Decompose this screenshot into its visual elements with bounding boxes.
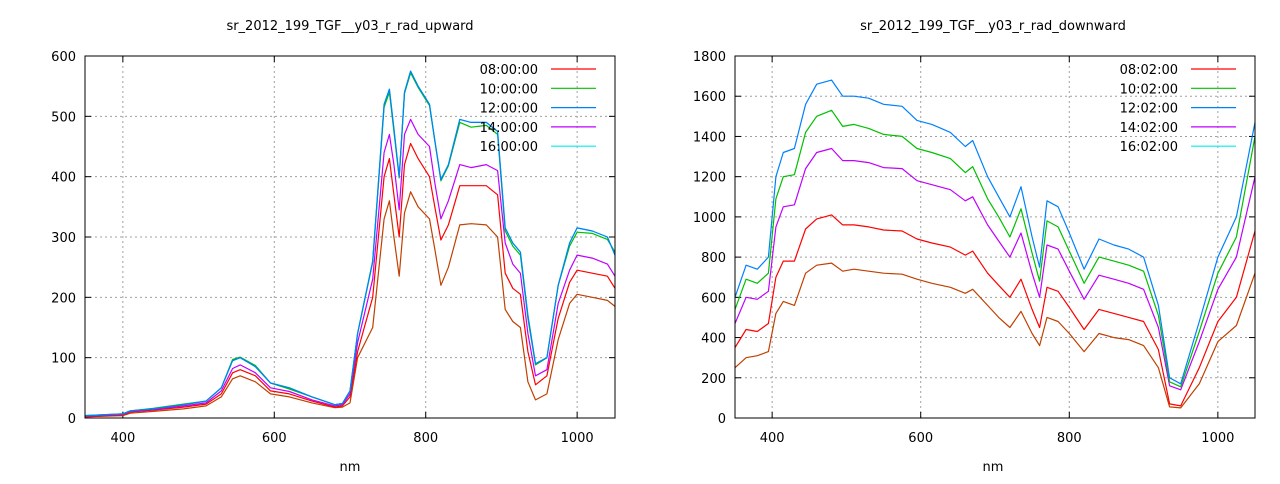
legend-label: 12:02:00 <box>1120 102 1178 117</box>
plot-frame <box>84 55 616 419</box>
x-axis-label: nm <box>983 460 1004 475</box>
plot-frame <box>734 55 1256 419</box>
y-tick-label: 0 <box>68 412 76 427</box>
upward-radiance-chart: sr_2012_199_TGF__y03_r_rad_upward nm 0 10… <box>51 19 616 475</box>
x-tick-label: 600 <box>908 431 933 446</box>
y-tick-label: 800 <box>701 251 726 266</box>
downward-radiance-chart: sr_2012_199_TGF__y03_r_rad_downward nm 0… <box>693 19 1256 475</box>
x-tick-label: 400 <box>110 431 135 446</box>
y-tick-label: 200 <box>701 372 726 387</box>
series-line-12-00-00 <box>84 70 616 417</box>
legend: 08:00:00 10:00:00 12:00:00 14:00:00 16:00:00 <box>480 63 596 155</box>
x-tick-label: 1000 <box>1201 431 1234 446</box>
legend-label: 16:02:00 <box>1120 140 1178 155</box>
legend: 08:02:00 10:02:00 12:02:00 14:02:00 16:02:00 <box>1120 63 1236 155</box>
y-tick-label: 300 <box>51 231 76 246</box>
legend-label: 08:00:00 <box>480 63 538 78</box>
series-line-14-02-00 <box>734 147 1256 391</box>
y-tick-label: 600 <box>701 291 726 306</box>
x-axis-label: nm <box>340 460 361 475</box>
chart-title: sr_2012_199_TGF__y03_r_rad_upward <box>226 19 473 34</box>
series-line-12-02-00 <box>734 79 1256 385</box>
y-tick-label: 1000 <box>693 211 726 226</box>
y-tick-label: 1400 <box>693 130 726 145</box>
x-tick-label: 600 <box>262 431 287 446</box>
legend-label: 16:00:00 <box>480 140 538 155</box>
legend-label: 12:00:00 <box>480 102 538 117</box>
legend-label: 10:00:00 <box>480 82 538 97</box>
legend-label: 14:00:00 <box>480 121 538 136</box>
series-line-08-00-00 <box>84 142 616 418</box>
series-line-unlabeled <box>734 262 1256 409</box>
y-tick-label: 1800 <box>693 50 726 65</box>
legend-label: 10:02:00 <box>1120 82 1178 97</box>
x-tick-label: 800 <box>413 431 438 446</box>
series-line-unlabeled <box>84 191 616 418</box>
y-tick-label: 400 <box>51 171 76 186</box>
y-tick-label: 0 <box>718 412 726 427</box>
series-line-10-02-00 <box>734 109 1256 388</box>
x-tick-label: 1000 <box>561 431 594 446</box>
x-tick-label: 400 <box>760 431 785 446</box>
y-tick-label: 500 <box>51 110 76 125</box>
y-tick-label: 600 <box>51 50 76 65</box>
y-tick-label: 400 <box>701 332 726 347</box>
y-tick-label: 100 <box>51 352 76 367</box>
x-tick-label: 800 <box>1057 431 1082 446</box>
legend-label: 08:02:00 <box>1120 63 1178 78</box>
series-line-08-02-00 <box>734 214 1256 407</box>
y-tick-label: 1200 <box>693 171 726 186</box>
y-tick-label: 1600 <box>693 90 726 105</box>
legend-label: 14:02:00 <box>1120 121 1178 136</box>
chart-title: sr_2012_199_TGF__y03_r_rad_downward <box>860 19 1126 34</box>
series-line-14-00-00 <box>84 118 616 417</box>
y-tick-label: 200 <box>51 291 76 306</box>
